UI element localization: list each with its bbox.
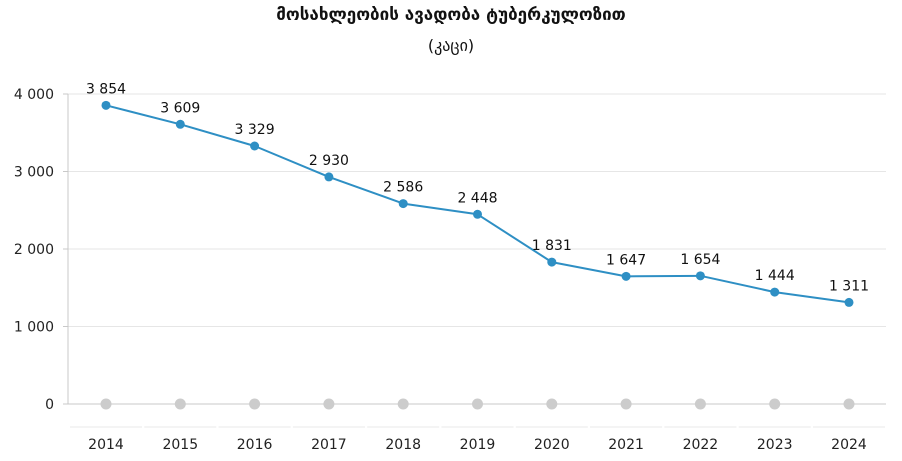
x-tick-label: 2016 <box>237 437 273 453</box>
data-point <box>770 287 780 297</box>
y-tick-label: 0 <box>45 397 54 413</box>
y-tick-label: 2 000 <box>14 242 54 258</box>
x-tick-label: 2022 <box>683 437 719 453</box>
data-point <box>844 297 854 307</box>
data-point <box>398 199 408 209</box>
chart-subtitle: (კაცი) <box>428 36 474 55</box>
y-axis: 0 1 000 2 000 3 000 4 000 <box>14 87 69 413</box>
data-label: 2 930 <box>309 153 349 169</box>
gridlines <box>68 93 886 327</box>
data-point <box>101 100 111 110</box>
data-point <box>621 271 631 281</box>
x-baseline-marker <box>620 398 632 410</box>
x-tick-label: 2017 <box>311 437 347 453</box>
x-baseline-marker <box>397 398 409 410</box>
data-label: 1 654 <box>680 252 720 268</box>
chart-title: მოსახლეობის ავადობა ტუბერკულოზით <box>276 5 625 25</box>
x-tick-label: 2015 <box>162 437 198 453</box>
data-labels: 3 854 3 609 3 329 2 930 2 586 2 448 1 831 1 647… <box>86 81 869 294</box>
x-tick-label: 2023 <box>757 437 793 453</box>
data-point <box>695 271 705 281</box>
x-axis: 2014 2015 2016 2017 2018 2019 2020 2021 2022 2023… <box>68 398 886 453</box>
data-point <box>324 172 334 182</box>
data-label: 3 329 <box>235 122 275 138</box>
y-tick-label: 1 000 <box>14 320 54 336</box>
x-tick-label: 2018 <box>385 437 421 453</box>
data-label: 3 854 <box>86 81 126 97</box>
data-label: 1 444 <box>755 268 795 284</box>
x-baseline-marker <box>694 398 706 410</box>
y-tick-label: 3 000 <box>14 165 54 181</box>
x-tick-label: 2019 <box>460 437 496 453</box>
data-point <box>547 257 557 267</box>
x-tick-label: 2024 <box>831 437 867 453</box>
x-baseline-marker <box>472 398 483 410</box>
data-label: 3 609 <box>160 100 200 116</box>
x-baseline-marker <box>100 398 112 410</box>
data-point <box>175 119 185 129</box>
data-label: 1 831 <box>532 238 572 254</box>
data-label: 1 311 <box>829 278 869 294</box>
series-line-group <box>101 100 854 307</box>
y-tick-label: 4 000 <box>14 87 54 103</box>
x-baseline-marker <box>174 398 186 410</box>
data-point <box>250 141 260 151</box>
data-point <box>473 209 482 219</box>
x-tick-label: 2020 <box>534 437 570 453</box>
data-label: 1 647 <box>606 252 646 268</box>
data-label: 2 448 <box>457 190 497 206</box>
x-tick-label: 2021 <box>608 437 644 453</box>
x-baseline-marker <box>323 398 335 410</box>
x-baseline-marker <box>546 398 558 410</box>
x-baseline-marker <box>769 398 781 410</box>
x-baseline-marker <box>249 398 261 410</box>
x-baseline-marker <box>843 398 855 410</box>
data-label: 2 586 <box>383 180 423 196</box>
x-tick-label: 2014 <box>88 437 124 453</box>
